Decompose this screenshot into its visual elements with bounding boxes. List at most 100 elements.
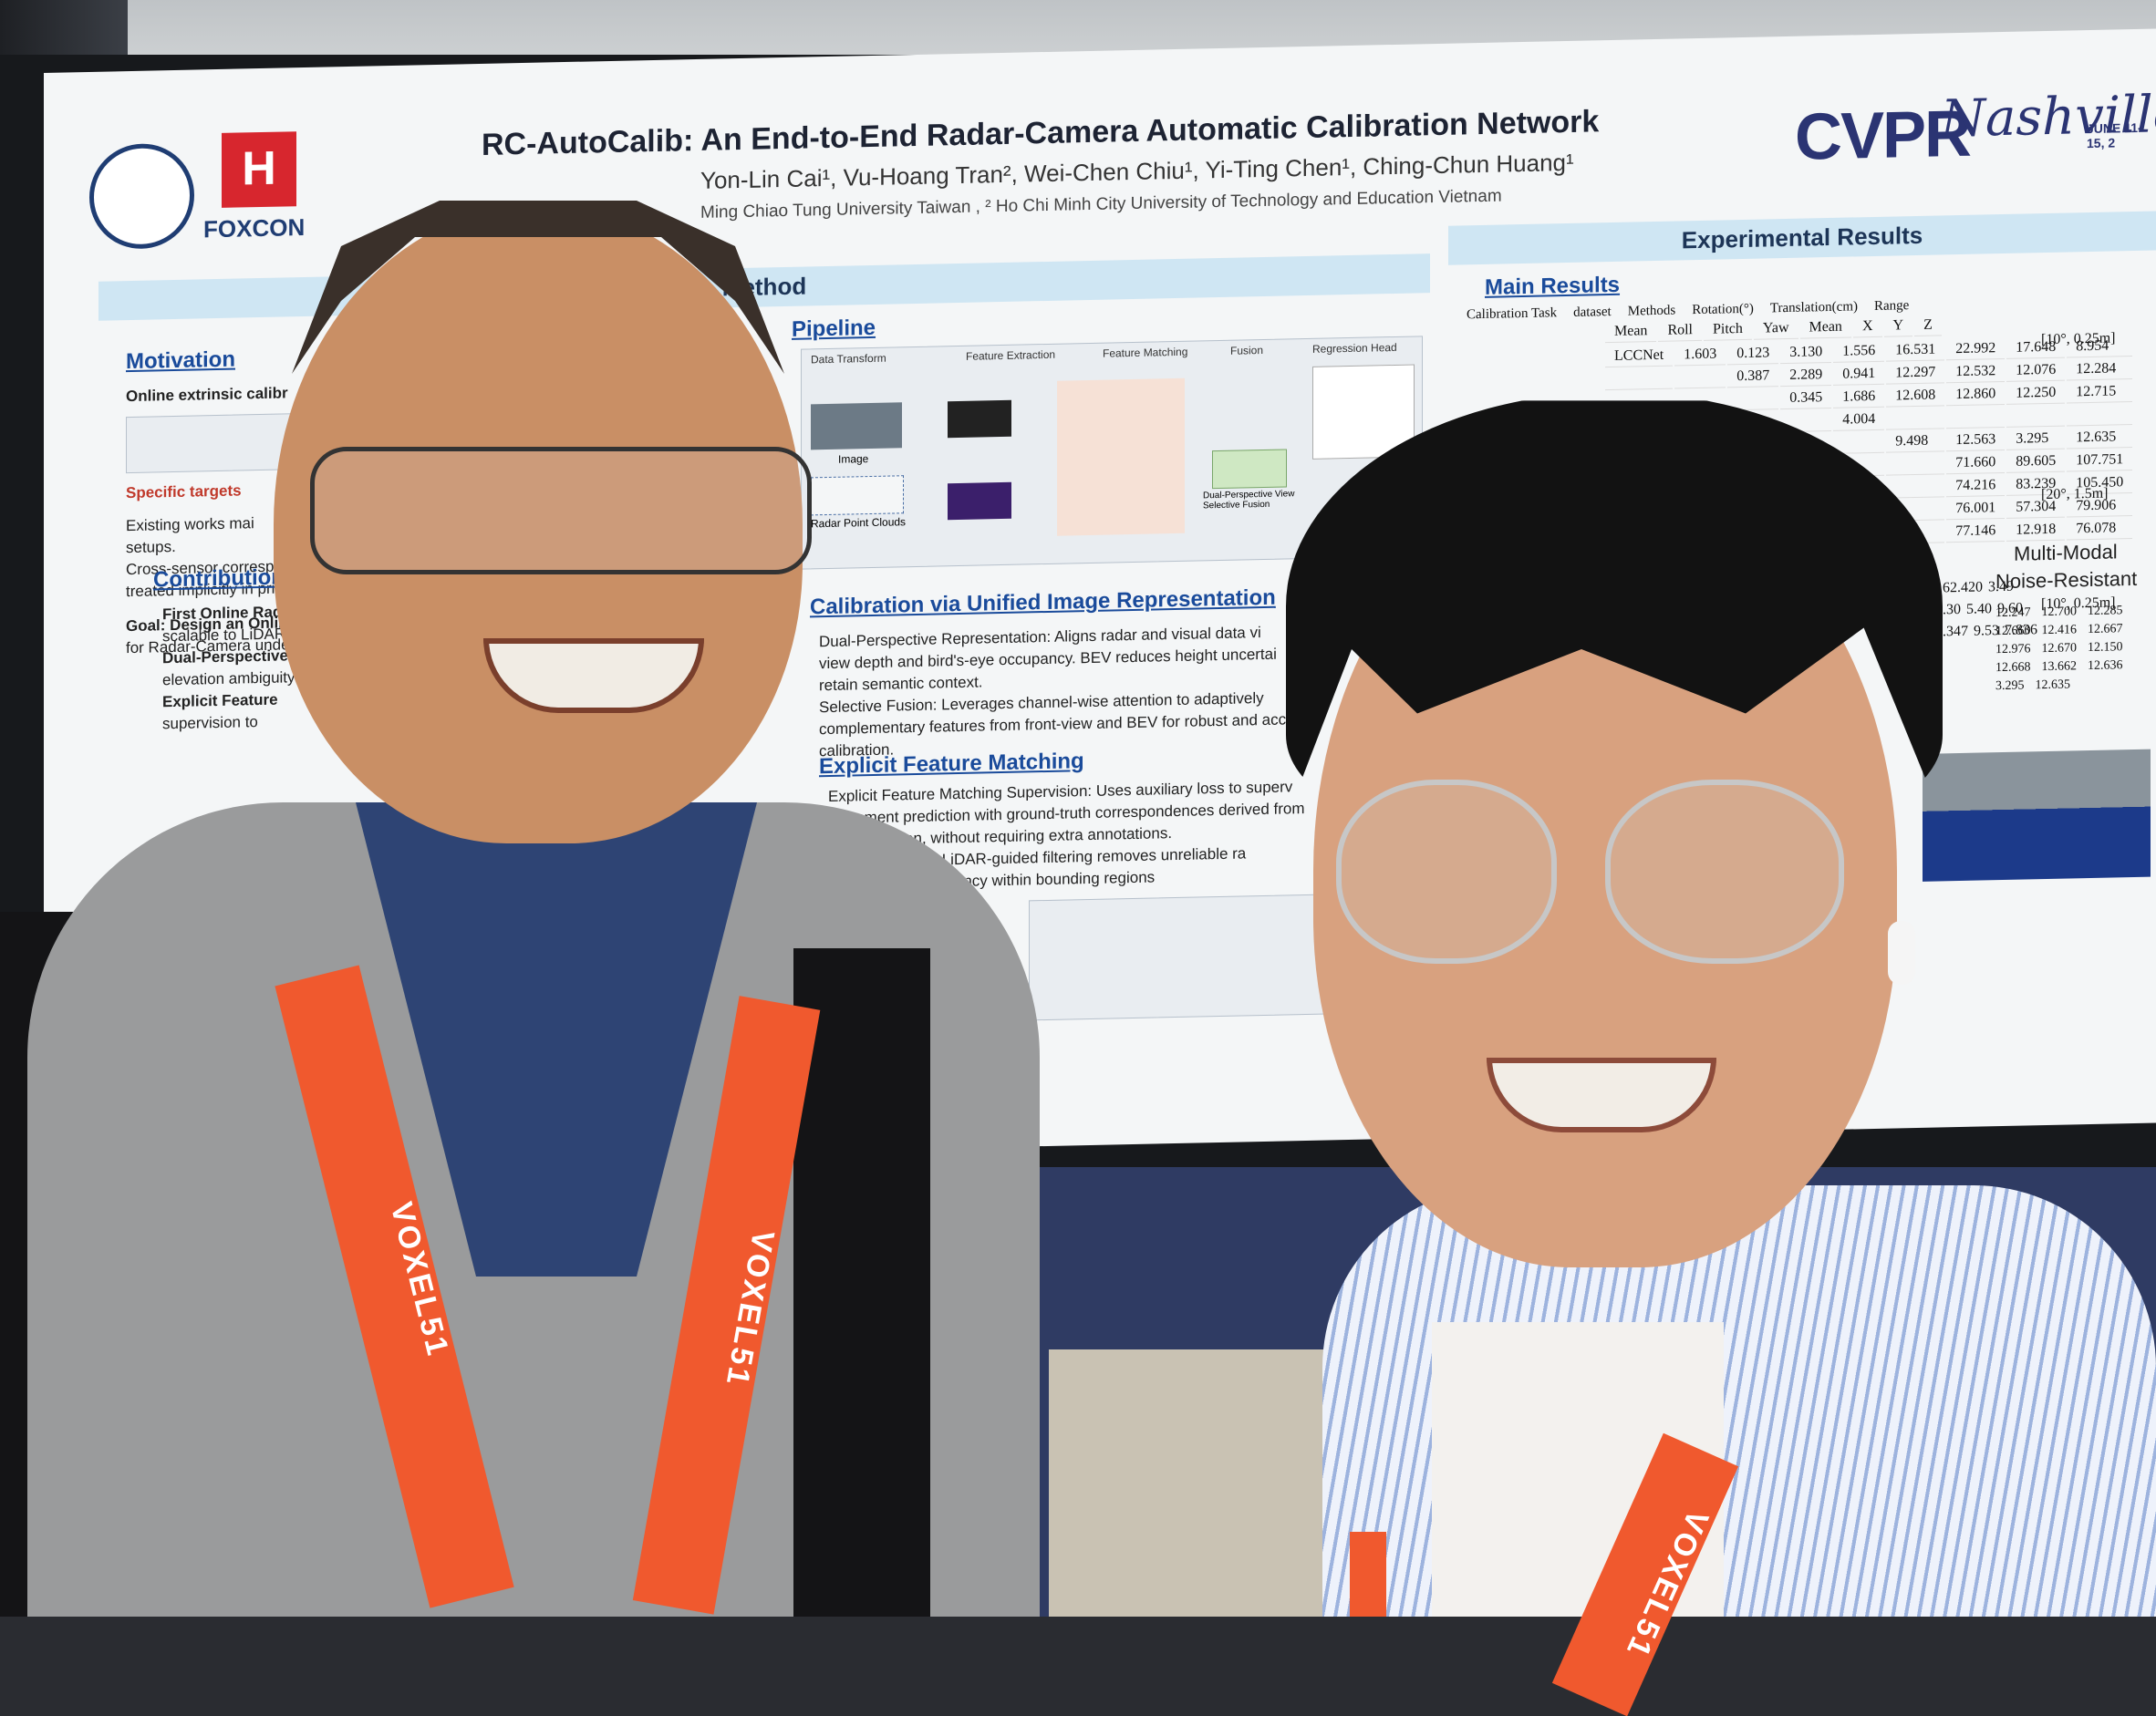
table-cell [2067,404,2133,427]
table-cell: 71.660 [1946,451,2006,475]
motivation-heading: Motivation [126,346,235,375]
camera-image-thumb [811,402,902,450]
table-cell: 0.941 [1833,363,1885,386]
university-seal [89,142,194,250]
foxconn-logo: H [222,131,296,208]
table-cell [1674,367,1726,389]
table-cell: 4.004 [1833,408,1885,431]
backpack-strap-right [793,948,930,1617]
table-cell: 107.751 [2067,450,2133,472]
results-band: Experimental Results [1448,211,2156,265]
table-value: 12.668 [1995,660,2031,676]
col-task: Calibration Task [1467,305,1558,323]
pipeline-stage: Data Transform [811,351,886,367]
table-cell: 76.001 [1946,497,2006,521]
table-cell: 12.918 [2006,519,2066,542]
table-cell: 0.345 [1780,387,1832,410]
subheader-cell: Y [1883,315,1913,337]
table-cell: 2.289 [1780,364,1832,388]
subheader-cell: Yaw [1753,317,1798,340]
table-value: 12.416 [2041,623,2078,638]
radar-points-thumb [811,475,904,516]
subheader-cell: Mean [1799,316,1851,339]
person-right-earbud [1888,921,1915,985]
table-cell: 1.603 [1674,344,1726,367]
col-range: Range [1874,298,1910,314]
col-translation: Translation(cm) [1769,299,1858,316]
table-value: 3.295 [1995,678,2025,694]
table-cell [1605,367,1674,391]
col-dataset: dataset [1573,304,1612,320]
table-cell: 77.146 [1946,520,2006,543]
fusion-block [1212,449,1287,490]
person-right-glasses-left [1336,780,1557,964]
pipeline-heading: Pipeline [792,315,876,342]
subheader-cell: X [1852,315,1882,338]
col-rotation: Rotation(°) [1692,301,1754,318]
matching-block [1057,377,1185,536]
table-cell: 12.715 [2067,381,2133,404]
pipeline-label: Radar Point Clouds [811,515,907,531]
table-value: 12.700 [2041,605,2078,620]
person-right-glasses-right [1605,780,1844,964]
table-cell: 12.860 [1946,383,2006,407]
table-cell: 89.605 [2006,450,2066,473]
table-cell: 12.532 [1946,360,2006,384]
subheader-cell: Z [1914,315,1942,337]
range-label: [20°, 1.5m] [2041,485,2109,503]
subheader-cell: Pitch [1704,318,1752,341]
table-value: 12.150 [2088,640,2123,656]
table-value: 62.420 [1943,579,1983,596]
depth-map-thumb [948,399,1011,439]
table-cell [1886,453,1945,476]
pipeline-label: Image [838,452,869,466]
table-cell: 76.078 [2067,518,2133,541]
table-value: 12.635 [2035,677,2071,693]
table-cell: 0.123 [1727,343,1779,366]
bev-map-thumb [948,481,1011,521]
table-value: 12.247 [1995,605,2031,621]
table-cell: 12.297 [1886,362,1945,385]
table-cell: 9.498 [1886,430,1945,453]
table-cell: 12.076 [2006,359,2066,382]
foxconn-wordmark: FOXCON [203,213,306,243]
cvpr-dates: JUNE 11-15, 2 [2087,119,2142,151]
table-cell: 12.250 [2006,382,2066,405]
table-cell: 3.130 [1780,341,1832,365]
side-label-b: Noise-Resistant [1995,566,2138,594]
table-value: 12.285 [2088,604,2123,619]
table-cell [2006,405,2066,428]
pipeline-stage: Feature Matching [1103,345,1188,360]
calibration-heading: Calibration via Unified Image Representa… [810,584,1276,620]
side-table: 12.247 12.700 12.285 12.660 12.416 12.667 12.9… [1995,604,2123,694]
matching-heading: Explicit Feature Matching [819,749,1084,780]
table-cell: 0.387 [1727,366,1779,388]
subheader-cell: Mean [1605,320,1657,344]
table-cell [1946,406,2006,429]
method-band: Method [98,253,1430,321]
pipeline-stage: Feature Extraction [966,347,1056,363]
person-left-glasses [310,447,812,574]
pipeline-label: Dual-Perspective View Selective Fusion [1203,489,1295,512]
table-cell [1886,408,1945,430]
table-cell: 16.531 [1886,339,1945,362]
table-cell: 1.686 [1833,386,1885,408]
table-value: 12.670 [2041,641,2078,656]
table-cell: 12.284 [2067,358,2133,381]
table-value: 13.662 [2041,659,2078,675]
table-value: 12.976 [1995,642,2031,657]
table-cell: 1.556 [1833,340,1885,363]
lanyard-right-strap-b [1350,1532,1386,1617]
table-cell: 74.216 [1946,474,2006,498]
subheader-cell: Roll [1658,319,1702,342]
col-methods: Methods [1627,303,1676,319]
result-images [1923,749,2151,882]
results-heading: Main Results [1485,272,1621,300]
range-label: [10°, 0.25m] [2041,330,2116,348]
table-cell: 12.563 [1946,429,2006,452]
table-cell: 3.295 [2006,428,2066,450]
table-value: 12.636 [2088,658,2123,674]
table-value: 12.660 [1995,624,2031,639]
table-cell: 12.635 [2067,427,2133,450]
table-cell: 22.992 [1946,337,2006,361]
